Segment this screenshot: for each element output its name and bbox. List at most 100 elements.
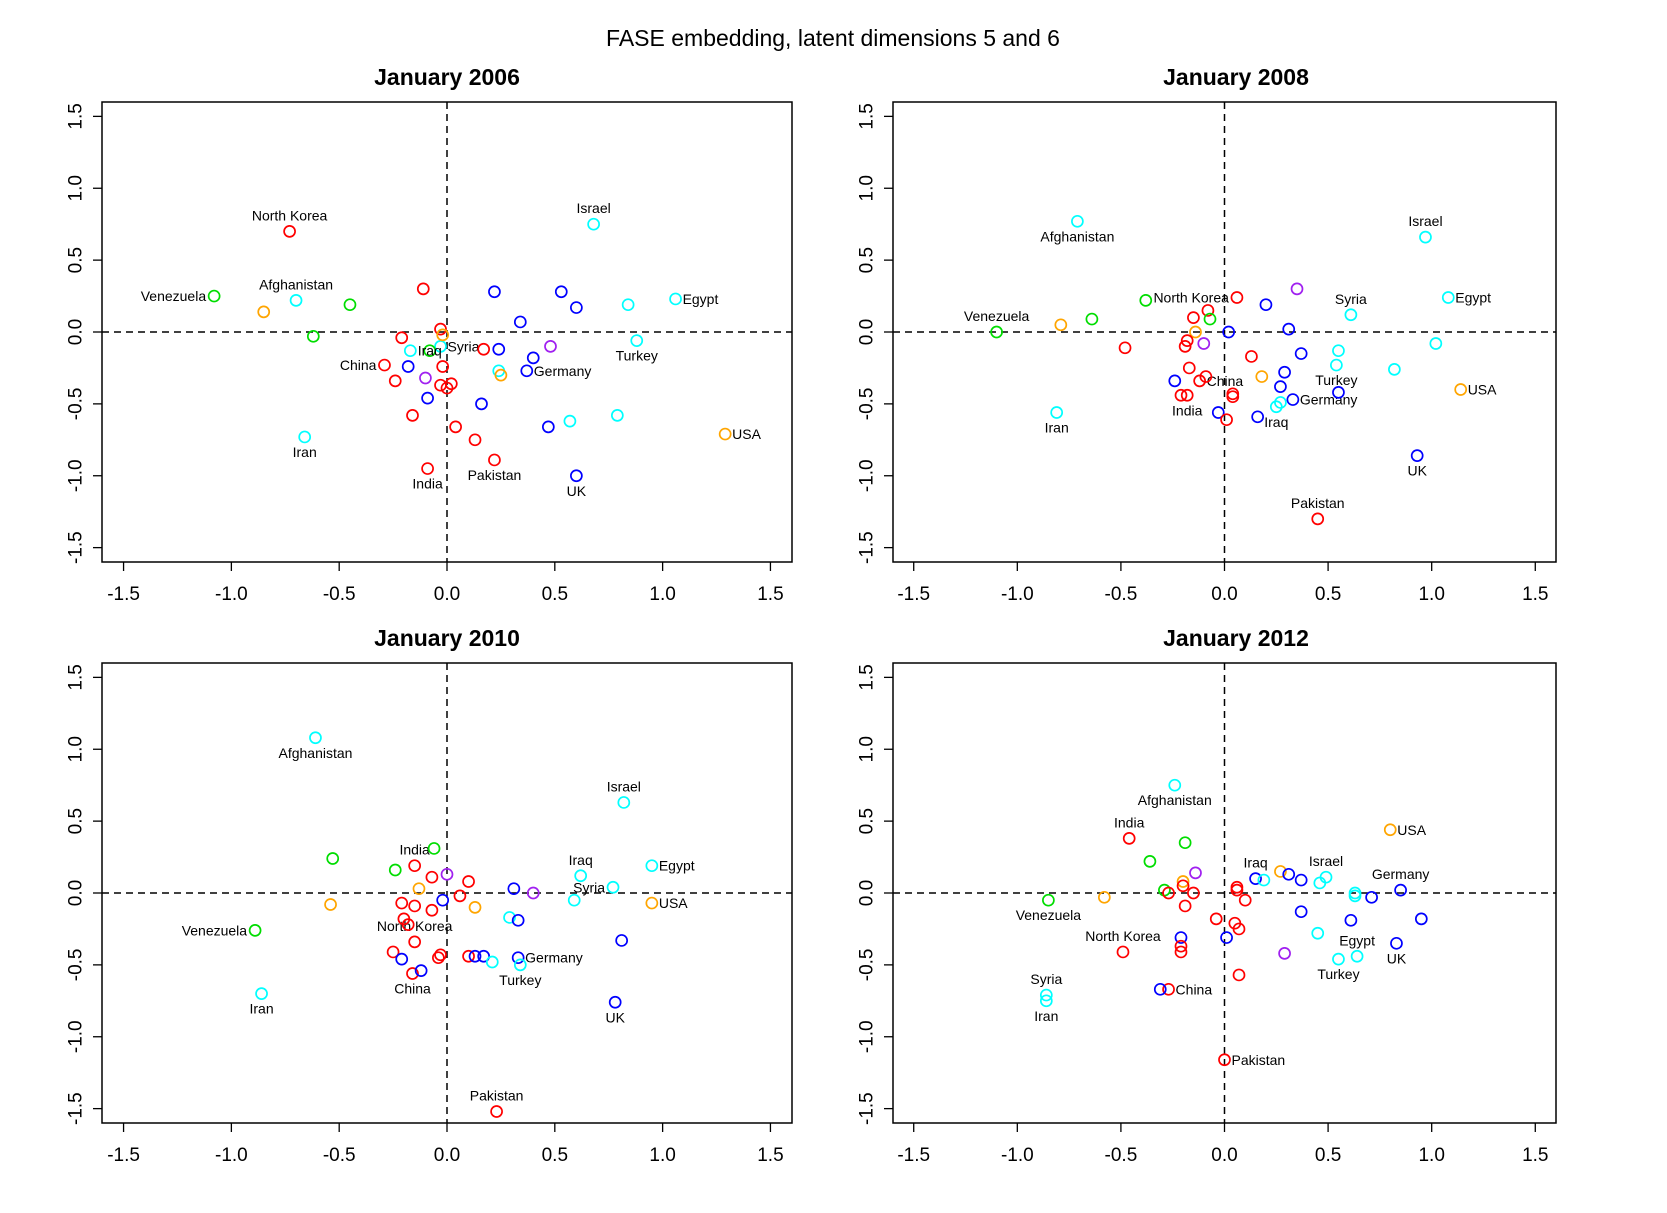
- data-point: [1220, 413, 1233, 427]
- data-point: [1203, 312, 1217, 326]
- data-point: [449, 420, 462, 434]
- data-point: [1162, 982, 1175, 996]
- point-label: North Korea: [1153, 290, 1229, 306]
- y-tick-label: 0.0: [857, 319, 878, 345]
- data-point: [440, 381, 454, 395]
- data-point: [1441, 291, 1455, 304]
- x-tick-label: 0.0: [434, 584, 460, 605]
- data-point: [544, 340, 557, 353]
- data-point: [1168, 778, 1182, 792]
- data-point: [615, 934, 629, 947]
- data-point: [440, 867, 454, 881]
- data-point: [416, 282, 430, 296]
- data-point: [1365, 890, 1378, 904]
- data-point: [621, 298, 635, 312]
- data-point: [475, 397, 488, 411]
- data-point: [1255, 370, 1269, 383]
- data-point: [1311, 926, 1325, 940]
- point-label: Venezuela: [1016, 907, 1082, 923]
- data-point: [298, 430, 312, 444]
- data-point: [395, 896, 409, 910]
- y-tick-label: -0.5: [857, 949, 878, 982]
- panel-title: January 2010: [374, 625, 520, 651]
- data-point: [570, 469, 583, 483]
- data-point: [1211, 406, 1225, 419]
- data-point: [343, 298, 357, 312]
- y-tick-label: 0.5: [66, 808, 87, 834]
- data-point: [541, 420, 555, 434]
- x-tick-label: 0.5: [1315, 584, 1341, 605]
- x-tick-label: -0.5: [1105, 584, 1138, 605]
- point-label: North Korea: [377, 918, 453, 934]
- data-point: [401, 918, 415, 931]
- point-label: UK: [1387, 950, 1407, 966]
- point-label: Afghanistan: [1138, 792, 1212, 808]
- y-tick-label: -1.0: [857, 1020, 878, 1053]
- data-point: [1197, 337, 1211, 350]
- point-label: Turkey: [1315, 372, 1357, 388]
- data-point: [306, 329, 320, 343]
- data-point: [408, 935, 422, 949]
- data-point: [1282, 867, 1296, 881]
- x-tick-label: 0.5: [542, 584, 568, 605]
- panel-2012: January 2012 -1.5 -1.0 -0.5 0.0 0.5 1.0 1.5-1.…: [857, 625, 1557, 1166]
- data-point: [1232, 968, 1246, 982]
- data-point: [1251, 410, 1265, 424]
- data-point: [1230, 291, 1244, 304]
- point-label: Germany: [1300, 392, 1358, 408]
- data-point: [412, 882, 426, 896]
- x-tick-label: 1.0: [649, 584, 675, 605]
- x-tick-label: -1.5: [107, 584, 140, 605]
- point-label: Egypt: [683, 291, 719, 307]
- data-point: [1222, 325, 1235, 339]
- data-point: [1332, 344, 1345, 358]
- data-point: [1139, 294, 1153, 307]
- point-label: Afghanistan: [259, 276, 333, 292]
- data-point: [608, 995, 622, 1009]
- data-point: [1294, 873, 1308, 887]
- y-tick-label: -1.5: [857, 531, 878, 564]
- data-point: [1249, 872, 1262, 885]
- data-point: [1071, 214, 1084, 228]
- data-point: [1201, 304, 1215, 317]
- data-point: [574, 869, 588, 883]
- point-label: Pakistan: [1232, 1052, 1286, 1068]
- x-tick-label: -1.5: [897, 1145, 930, 1166]
- data-point: [567, 893, 581, 907]
- y-tick-label: 0.0: [857, 880, 878, 906]
- x-tick-label: 0.0: [1211, 584, 1237, 605]
- panel-title: January 2006: [374, 64, 520, 90]
- x-tick-label: 1.0: [1418, 584, 1444, 605]
- point-label: Egypt: [1339, 932, 1375, 948]
- data-point: [1174, 388, 1188, 402]
- point-label: Israel: [1408, 213, 1442, 229]
- data-point: [526, 886, 540, 900]
- data-point: [462, 875, 475, 888]
- point-label: UK: [1407, 463, 1427, 479]
- point-label: Germany: [534, 363, 592, 379]
- data-point: [477, 949, 491, 963]
- data-point: [468, 949, 482, 963]
- data-point: [468, 433, 482, 447]
- data-point: [1187, 886, 1200, 900]
- data-point: [1330, 358, 1343, 372]
- data-point: [1278, 947, 1291, 960]
- data-point: [1187, 311, 1200, 324]
- data-point: [432, 951, 445, 965]
- data-point: [1039, 988, 1053, 1002]
- data-point: [1232, 922, 1246, 936]
- point-label: Iran: [1045, 420, 1069, 436]
- point-label: USA: [732, 426, 761, 442]
- point-label: North Korea: [252, 207, 328, 223]
- data-point: [1332, 386, 1345, 399]
- data-point: [1383, 823, 1397, 837]
- data-point: [436, 328, 450, 342]
- point-label: Pakistan: [470, 1088, 524, 1104]
- point-label: Turkey: [616, 348, 658, 364]
- data-point: [1269, 400, 1283, 414]
- data-point: [563, 414, 577, 428]
- y-tick-label: -1.5: [857, 1092, 878, 1125]
- data-point: [1410, 449, 1424, 462]
- point-label: Afghanistan: [1040, 228, 1114, 244]
- data-point: [436, 893, 450, 907]
